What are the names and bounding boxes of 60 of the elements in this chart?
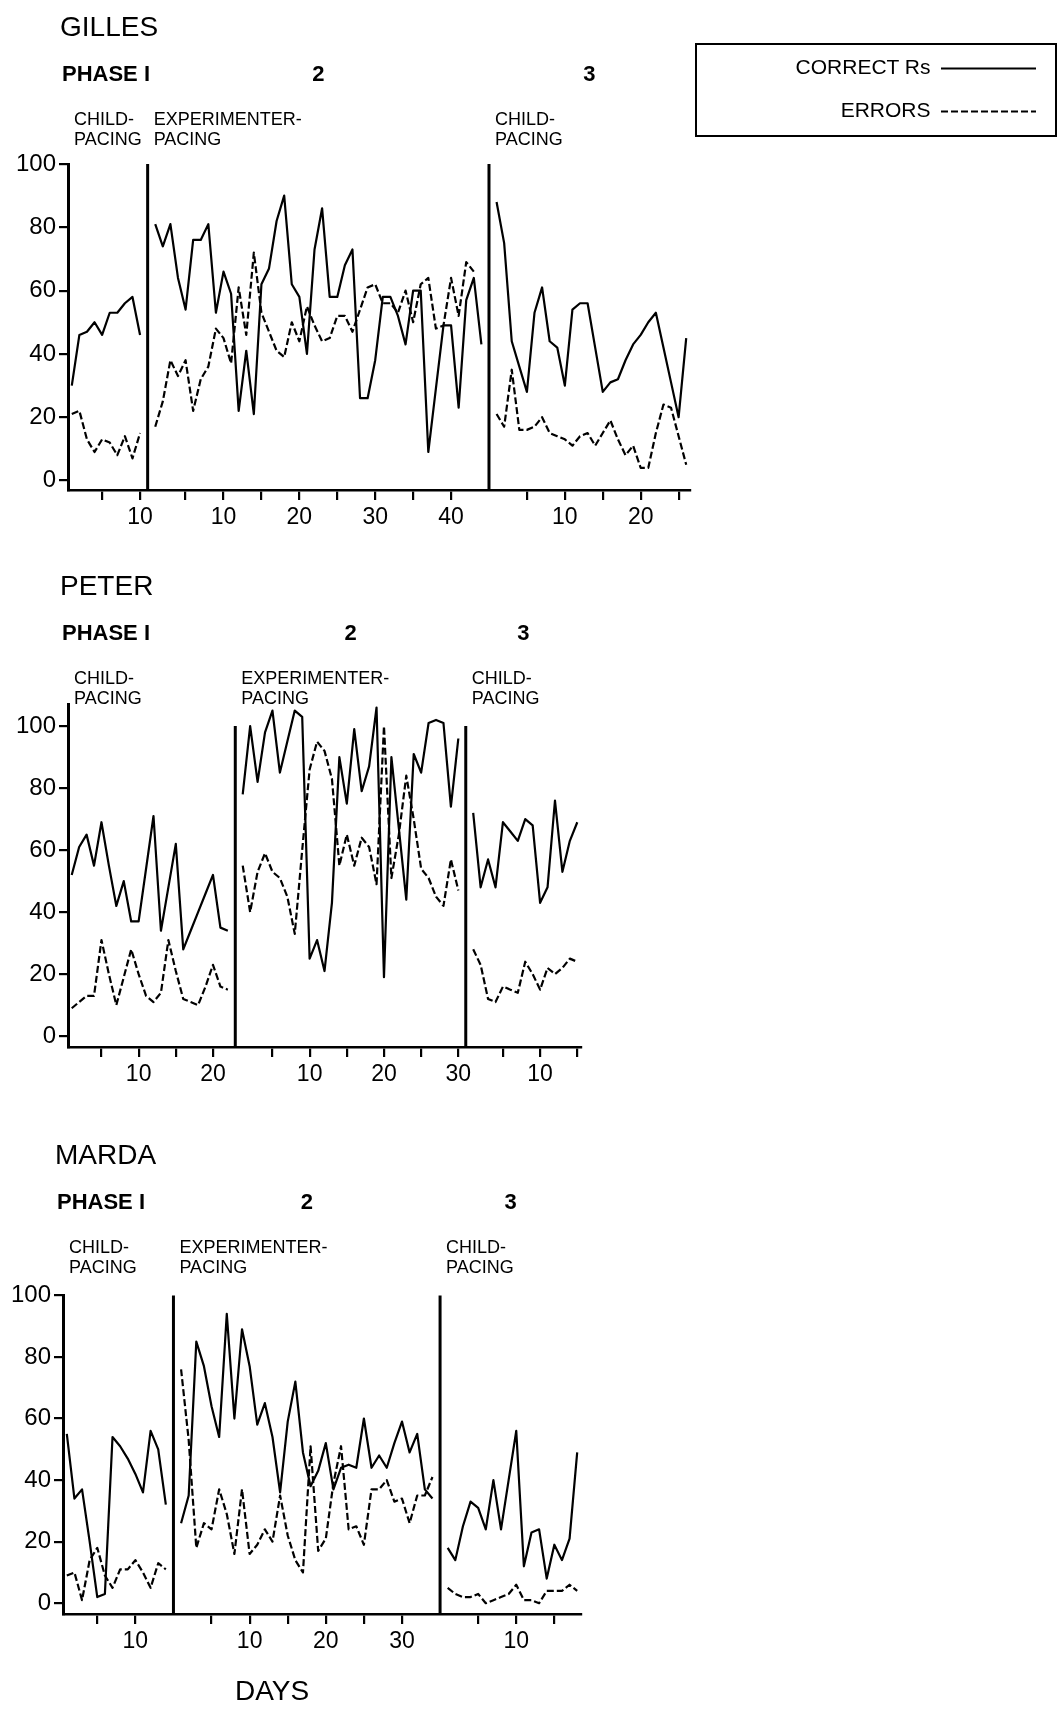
y-tick-label: 60 (29, 834, 56, 862)
y-tick-label: 80 (29, 211, 56, 239)
y-tick-label: 100 (15, 710, 56, 738)
y-tick-label: 20 (24, 1526, 51, 1554)
x-tick-label: 10 (236, 1627, 263, 1654)
text: 2 (312, 61, 325, 87)
text: CHILD-PACING (74, 109, 142, 150)
y-tick-label: 80 (29, 772, 56, 800)
text: 3 (504, 1189, 517, 1215)
y-tick-label: 20 (29, 958, 56, 986)
x-tick-label: 20 (200, 1060, 226, 1087)
x-tick-label: 40 (438, 503, 464, 530)
x-tick-label: 10 (527, 1060, 553, 1087)
y-tick-label: 60 (29, 275, 56, 303)
x-tick-label: 30 (389, 1627, 415, 1654)
text: CHILD-PACING (446, 1237, 514, 1278)
text: CHILD-PACING (69, 1237, 137, 1278)
x-tick-label: 30 (362, 503, 388, 530)
chart-title: PETER (60, 569, 154, 602)
annotation: EXPERIMENTER-PACING (241, 667, 390, 709)
chart-title: GILLES (60, 11, 159, 43)
x-tick-label: 10 (552, 503, 578, 530)
text: PHASE I (62, 61, 151, 87)
text: 3 (517, 619, 530, 646)
text: EXPERIMENTER-PACING (179, 1237, 328, 1278)
x-tick-label: 20 (286, 503, 313, 530)
y-tick-label: 40 (29, 896, 56, 924)
x-tick-label: 10 (127, 503, 153, 530)
legend-label: ERRORS (840, 98, 931, 122)
y-tick-label: 20 (29, 401, 56, 429)
x-tick-label: 20 (371, 1060, 397, 1087)
annotation: CHILD-PACING (74, 667, 142, 709)
x-axis-title: DAYS (234, 1675, 310, 1707)
text: 3 (583, 61, 596, 87)
text: EXPERIMENTER-PACING (153, 109, 302, 150)
x-tick-label: 20 (313, 1627, 339, 1654)
legend-label: CORRECT Rs (795, 55, 931, 79)
y-tick-label: 40 (24, 1464, 51, 1492)
y-tick-label: 40 (29, 338, 56, 366)
y-tick-label: 100 (15, 148, 56, 176)
x-tick-label: 20 (627, 503, 654, 530)
y-tick-label: 0 (42, 1020, 56, 1048)
text: 2 (344, 619, 357, 646)
x-tick-label: 10 (210, 503, 237, 530)
text: PHASE I (62, 619, 151, 646)
text: PHASE I (57, 1189, 146, 1215)
chart-title: MARDA (55, 1139, 157, 1171)
text: CHILD-PACING (494, 109, 563, 150)
x-tick-label: 10 (122, 1627, 149, 1654)
y-tick-label: 0 (42, 465, 56, 493)
x-tick-label: 30 (445, 1060, 472, 1087)
x-tick-label: 10 (296, 1060, 323, 1087)
y-tick-label: 100 (10, 1280, 51, 1308)
y-tick-label: 60 (24, 1403, 51, 1431)
y-tick-label: 0 (37, 1587, 51, 1615)
x-tick-label: 10 (125, 1060, 152, 1087)
text: 2 (300, 1189, 313, 1215)
annotation: CHILD-PACING (471, 667, 540, 709)
y-tick-label: 80 (24, 1341, 51, 1369)
x-tick-label: 10 (503, 1627, 530, 1654)
